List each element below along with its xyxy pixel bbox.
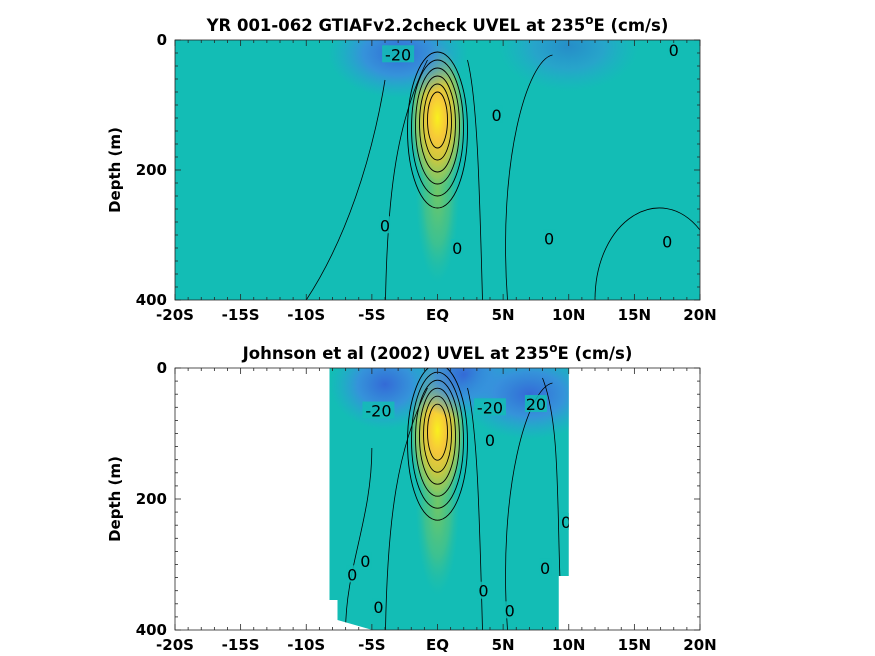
contour-label: 0 <box>373 598 383 617</box>
x-tick-label: -10S <box>287 306 325 324</box>
contour-label-bg <box>490 105 503 123</box>
y-tick-label: 400 <box>136 291 167 309</box>
contour-label-bg <box>372 598 385 616</box>
contour-label-bg <box>667 40 680 58</box>
y-tick-label: 200 <box>136 490 167 508</box>
x-tick-label: 5N <box>492 636 515 654</box>
x-tick-label: -15S <box>222 306 260 324</box>
contour-label: 0 <box>561 513 571 532</box>
title-superscript: o <box>549 341 557 355</box>
contour-line <box>427 403 448 461</box>
contour-label-bg <box>524 395 547 413</box>
contour-label: 0 <box>662 233 672 252</box>
title-main: YR 001-062 GTIAFv2.2check UVEL at 235 <box>206 16 586 35</box>
title-superscript: o <box>585 13 593 27</box>
contour-line <box>467 59 483 300</box>
contour-line <box>594 207 700 300</box>
contour-line <box>505 382 553 630</box>
title-tail: E (cm/s) <box>594 16 669 35</box>
contour-label-bg <box>359 552 372 570</box>
x-tick-label: -15S <box>222 636 260 654</box>
contour-label: 20 <box>526 395 546 414</box>
contour-line <box>415 379 460 497</box>
x-tick-label: 10N <box>552 306 585 324</box>
contour-line <box>419 75 456 173</box>
contour-label: 0 <box>540 559 550 578</box>
y-tick-label: 400 <box>136 621 167 639</box>
contour-label: 0 <box>544 229 554 248</box>
westward-current <box>328 40 469 98</box>
chart-title: Johnson et al (2002) UVEL at 235oE (cm/s… <box>242 341 633 363</box>
x-tick-label: 20N <box>683 306 716 324</box>
contour-label-bg <box>503 601 516 619</box>
contour-label-bg <box>661 232 674 250</box>
chart-title: YR 001-062 GTIAFv2.2check UVEL at 235oE … <box>206 13 669 35</box>
x-tick-label: 15N <box>618 636 651 654</box>
contour-label-bg <box>346 565 359 583</box>
x-tick-label: 20N <box>683 636 716 654</box>
x-tick-label: -10S <box>287 636 325 654</box>
contour-label: 0 <box>505 601 515 620</box>
contour-label-bg <box>484 431 496 449</box>
contour-label-bg <box>382 45 415 63</box>
contour-line <box>411 59 464 197</box>
y-axis-label: Depth (m) <box>106 127 124 213</box>
contour-label-bg <box>451 239 464 256</box>
contour-label: -20 <box>477 398 503 417</box>
x-tick-label: 10N <box>552 636 585 654</box>
contour-label: 0 <box>669 41 679 60</box>
y-tick-label: 0 <box>157 31 167 49</box>
x-tick-label: -5S <box>358 306 385 324</box>
top-panel: -20 0 0 0 0 0 0 -20S -15S -10S -5S EQ 5N 10N 15N 20N 0 20… <box>106 13 717 324</box>
contour-line <box>423 83 452 161</box>
contour-label: 0 <box>478 582 488 601</box>
contour-line <box>423 395 452 473</box>
x-tick-label: EQ <box>426 306 449 324</box>
contour-label: -20 <box>365 402 391 421</box>
contour-label: 0 <box>380 216 390 235</box>
x-tick-label: -20S <box>156 306 194 324</box>
contour-line <box>385 59 428 300</box>
contour-line <box>427 91 448 149</box>
contour-line <box>505 54 553 300</box>
contour-label-bg <box>474 398 506 416</box>
contour-line <box>407 51 468 209</box>
westward-current <box>330 368 440 430</box>
contour-line <box>345 447 373 630</box>
contour-line <box>419 387 456 485</box>
contour-line <box>415 67 460 185</box>
contour-line <box>305 79 386 300</box>
title-tail: E (cm/s) <box>557 344 632 363</box>
title-main: Johnson et al (2002) UVEL at 235 <box>242 344 550 363</box>
contour-label-bg <box>477 581 490 599</box>
contour-label-bg <box>539 558 552 576</box>
westward-current <box>498 40 639 92</box>
contour-label-bg <box>543 229 556 247</box>
y-tick-label: 0 <box>157 359 167 377</box>
y-axis-label: Depth (m) <box>106 456 124 542</box>
y-tick-label: 200 <box>136 161 167 179</box>
contour-label-bg <box>560 512 569 530</box>
contour-label: 0 <box>452 239 462 258</box>
contour-label-bg <box>362 401 395 419</box>
x-tick-label: 5N <box>492 306 515 324</box>
contour-label: 0 <box>360 552 370 571</box>
x-tick-label: -20S <box>156 636 194 654</box>
westward-current <box>459 368 569 440</box>
contour-line <box>407 368 468 521</box>
contour-label-bg <box>379 216 391 234</box>
x-tick-label: 15N <box>618 306 651 324</box>
x-tick-label: -5S <box>358 636 385 654</box>
contour-label: 0 <box>485 431 495 450</box>
x-tick-label: EQ <box>426 636 449 654</box>
contour-label: 0 <box>347 565 357 584</box>
velocity-field: -20 0 0 0 0 0 0 <box>175 40 700 300</box>
contour-line <box>385 387 428 630</box>
contour-label: -20 <box>385 45 411 64</box>
contour-label: 0 <box>491 106 501 125</box>
